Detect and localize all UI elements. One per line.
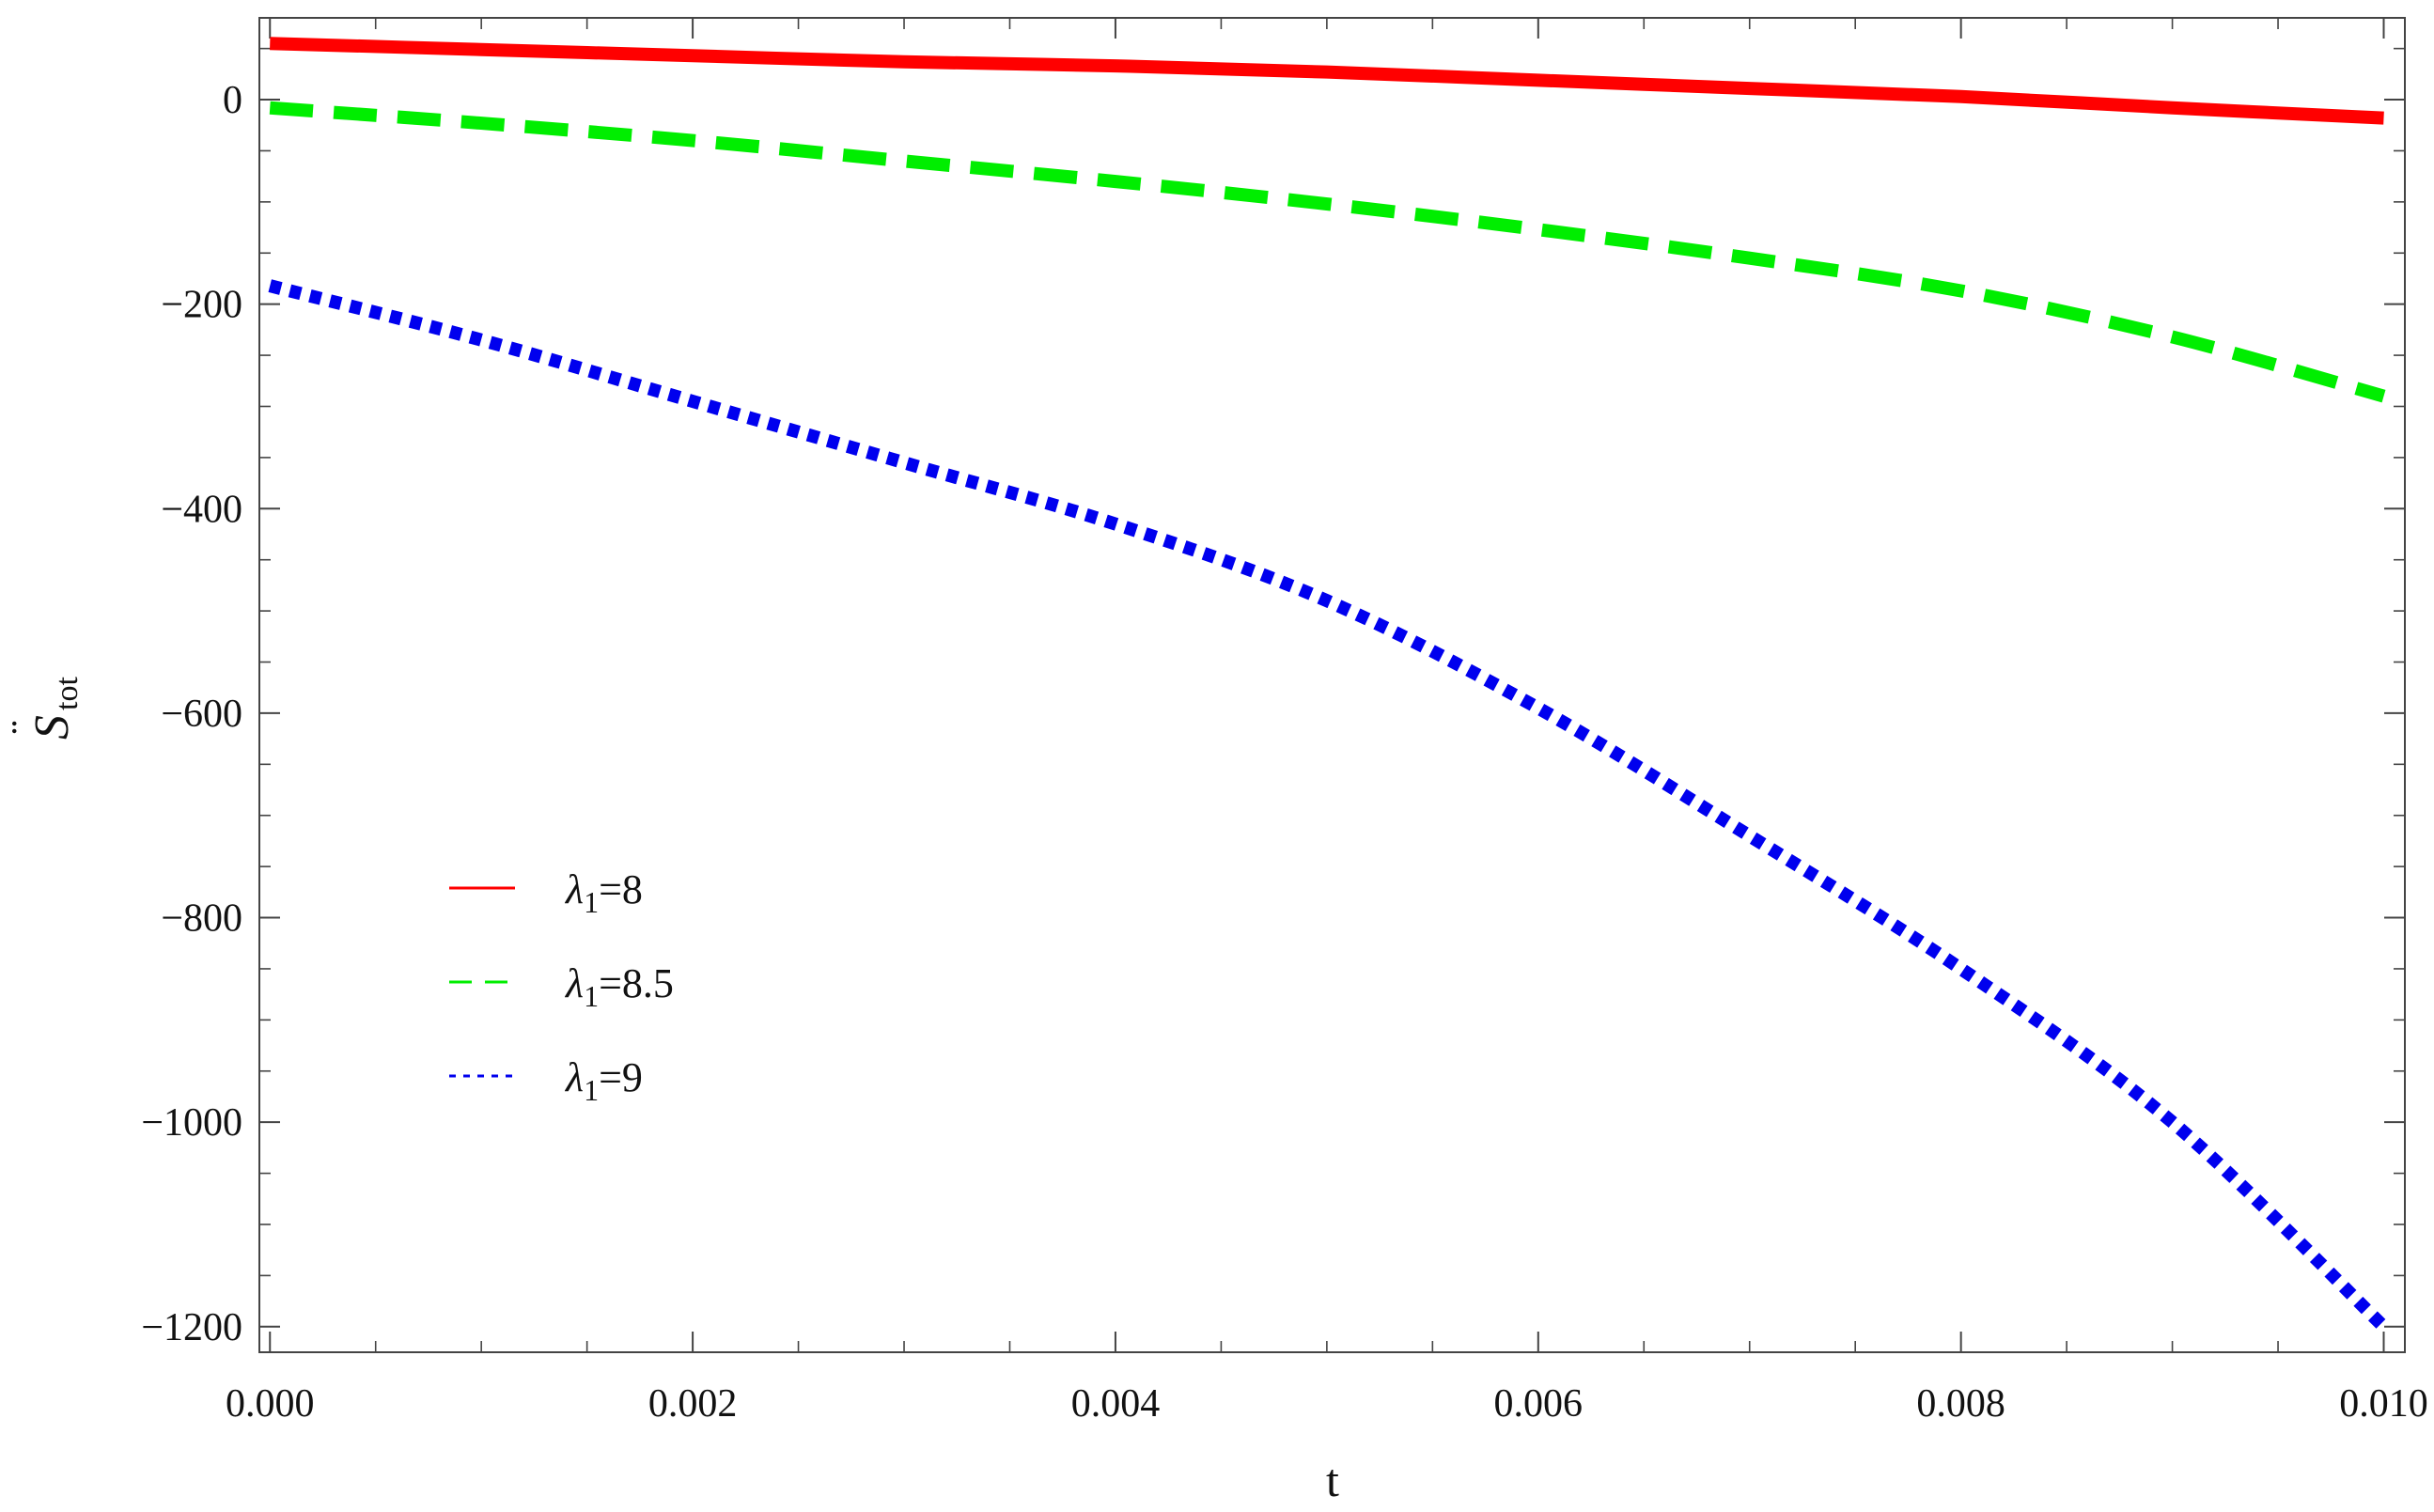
major-ticks xyxy=(259,18,2405,1352)
x-tick-label: 0.002 xyxy=(648,1382,738,1426)
y-axis-label-accent: ¨ xyxy=(1,720,49,734)
minor-ticks xyxy=(259,18,2405,1352)
x-tick-label: 0.004 xyxy=(1071,1382,1161,1426)
series-layer xyxy=(268,37,2389,1332)
y-axis-label: S ¨ tot xyxy=(1,677,85,740)
legend-label-3: λ1=9 xyxy=(564,1054,643,1107)
x-tick-label: 0.010 xyxy=(2339,1382,2428,1426)
x-tick-label: 0.000 xyxy=(226,1382,315,1426)
x-tick-label: 0.006 xyxy=(1494,1382,1584,1426)
y-axis-label-subscript: tot xyxy=(50,677,85,710)
y-tick-label: −1200 xyxy=(141,1306,242,1349)
legend: λ1=8 λ1=8.5 λ1=9 xyxy=(449,866,674,1107)
y-tick-label: −1000 xyxy=(141,1101,242,1145)
y-tick-label: −600 xyxy=(161,693,242,736)
series-line-1 xyxy=(270,37,2384,125)
y-tick-label: −400 xyxy=(161,488,242,531)
y-tick-label: −200 xyxy=(161,284,242,327)
plot-frame xyxy=(258,17,2406,1353)
y-tick-label: −800 xyxy=(161,897,242,941)
series-line-2 xyxy=(269,101,2386,403)
series-line-3 xyxy=(268,279,2389,1332)
x-axis-label: t xyxy=(1326,1454,1339,1506)
x-tick-label: 0.008 xyxy=(1916,1382,2005,1426)
y-tick-label: 0 xyxy=(223,79,242,122)
legend-label-2: λ1=8.5 xyxy=(564,960,674,1013)
y-axis-label-base: S xyxy=(25,715,79,740)
tick-labels: 0.000 0.002 0.004 0.006 0.008 0.010 0 −200 −400 −… xyxy=(141,79,2427,1426)
legend-label-1: λ1=8 xyxy=(564,866,643,919)
